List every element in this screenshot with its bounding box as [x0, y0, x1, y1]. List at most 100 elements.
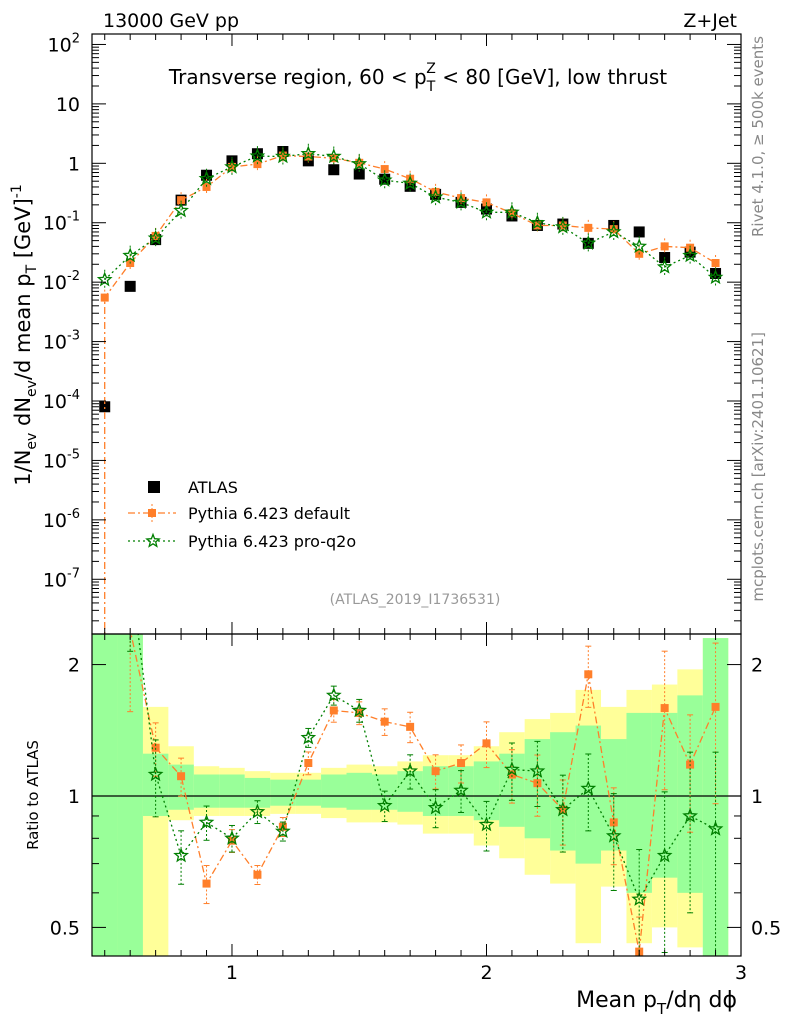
- header-right-label: Z+Jet: [683, 10, 737, 32]
- proq2o-point: [605, 223, 622, 239]
- y-tick-label: 102: [48, 31, 80, 56]
- ratio-band-inner-bin: [397, 771, 423, 812]
- default-line: [104, 154, 716, 634]
- title-part-post: < 80 [GeV], low thrust: [436, 65, 667, 89]
- x-tick-label: 1: [226, 962, 238, 984]
- proq2o-point: [147, 229, 164, 245]
- default-ratio-point: [482, 739, 491, 748]
- default-ratio-point: [431, 767, 440, 776]
- y-tick-label: 10-4: [43, 388, 80, 413]
- ylabel-b: dN: [11, 397, 35, 433]
- proq2o-ratio-point: [554, 801, 571, 817]
- legend-marker-atlas: [148, 481, 160, 493]
- ratio-y-tick-label-right: 2: [751, 655, 763, 677]
- proq2o-ratio-point: [504, 761, 520, 777]
- proq2o-point: [707, 269, 724, 285]
- proq2o-ratio-point: [605, 827, 622, 843]
- atlas-point: [124, 280, 136, 292]
- proq2o-point: [224, 158, 240, 174]
- proq2o-ratio-point: [173, 847, 190, 863]
- default-ratio-point: [711, 702, 720, 711]
- y-tick-label: 10-7: [43, 566, 80, 591]
- default-point: [329, 154, 338, 163]
- proq2o-point: [325, 148, 342, 164]
- default-ratio-point: [202, 879, 211, 888]
- ratio-band-inner-bin: [92, 634, 118, 956]
- default-ratio-point: [406, 722, 415, 731]
- y-tick-label: 10-1: [43, 210, 80, 235]
- rivet-version-label: Rivet 4.1.0, ≥ 500k events: [749, 36, 767, 237]
- legend: ATLAS Pythia 6.423 default Pythia 6.423 pr…: [128, 478, 356, 551]
- proq2o-point: [682, 247, 698, 263]
- plot-title: Transverse region, 60 < pTZ < 80 [GeV], …: [168, 61, 667, 95]
- legend-marker-proq2o: [145, 532, 161, 548]
- proq2o-ratio-point: [580, 780, 597, 796]
- proq2o-ratio-point: [274, 822, 291, 839]
- proq2o-point: [478, 204, 495, 219]
- y-tick-label: 10: [56, 94, 80, 116]
- proq2o-ratio-point: [147, 766, 164, 782]
- default-point: [660, 242, 669, 251]
- axis-ticks: [92, 34, 742, 956]
- proq2o-ratio-point: [224, 830, 240, 846]
- y-tick-base: 10: [43, 450, 67, 472]
- default-point: [100, 293, 109, 302]
- atlas-point: [633, 226, 645, 238]
- y-tick-base: 10: [43, 569, 67, 591]
- proq2o-point: [300, 145, 317, 161]
- proq2o-ratio-point: [453, 782, 469, 798]
- ratio-band-inner-bin: [270, 779, 296, 806]
- ratio-band-inner-bin: [117, 634, 143, 956]
- proq2o-ratio-point: [478, 816, 495, 832]
- y-tick-label: 1: [68, 153, 80, 175]
- main-y-axis-label: 1/Nev dNev/d mean pT [GeV]-1: [9, 184, 40, 485]
- proq2o-ratio-point: [656, 847, 673, 863]
- ratio-y-axis-label: Ratio to ATLAS: [24, 740, 42, 850]
- proq2o-ratio-point: [198, 814, 215, 830]
- proq2o-point: [656, 258, 673, 274]
- ylabel-c-sub: T: [24, 264, 40, 274]
- y-tick-base: 10: [43, 391, 67, 413]
- ratio-band-inner-bin: [193, 774, 220, 808]
- proq2o-point: [376, 171, 393, 187]
- ratio-y-tick-label-left: 0.5: [50, 917, 80, 939]
- default-point: [202, 182, 211, 191]
- x-tick-label: 3: [735, 962, 747, 984]
- ratio-y-tick-label-right: 0.5: [751, 917, 781, 939]
- title-part-sup: Z: [426, 61, 436, 77]
- proq2o-point: [274, 148, 291, 164]
- default-point: [609, 225, 618, 234]
- atlas-point: [328, 164, 340, 176]
- default-ratio-point: [151, 743, 160, 752]
- default-ratio-point: [304, 759, 313, 768]
- proq2o-point: [402, 175, 419, 191]
- atlas-point: [480, 203, 492, 215]
- atlas-point: [710, 267, 722, 279]
- proq2o-ratio-point: [249, 803, 266, 819]
- proq2o-point: [122, 247, 139, 263]
- analysis-id-label: (ATLAS_2019_I1736531): [330, 592, 501, 608]
- proq2o-ratio-point: [631, 890, 648, 906]
- header-left-label: 13000 GeV pp: [103, 10, 239, 32]
- y-tick-exp: -2: [67, 269, 80, 284]
- ratio-plot-frame: [91, 633, 742, 957]
- default-point: [380, 165, 389, 174]
- y-tick-base: 10: [43, 272, 67, 294]
- legend-label-default: Pythia 6.423 default: [188, 504, 350, 523]
- proq2o-ratio-point: [351, 702, 368, 718]
- y-tick-exp: -5: [67, 447, 80, 462]
- ratio-uncertainty-bands: [92, 634, 729, 956]
- x-axis-label: Mean pT/dη dϕ: [576, 988, 737, 1018]
- ratio-series-layer: [126, 634, 724, 956]
- proq2o-ratio-point: [707, 820, 724, 836]
- ratio-y-tick-label-left: 2: [68, 655, 80, 677]
- proq2o-ratio-point: [300, 729, 317, 745]
- ratio-band-inner-bin: [244, 777, 271, 808]
- default-ratio-point: [584, 670, 593, 679]
- xlabel-post: /dη dϕ: [666, 988, 737, 1013]
- y-tick-base: 10: [43, 213, 67, 235]
- ylabel-d: [GeV]: [11, 198, 35, 265]
- y-tick-label: 10-6: [43, 507, 80, 532]
- default-ratio-point: [329, 706, 338, 715]
